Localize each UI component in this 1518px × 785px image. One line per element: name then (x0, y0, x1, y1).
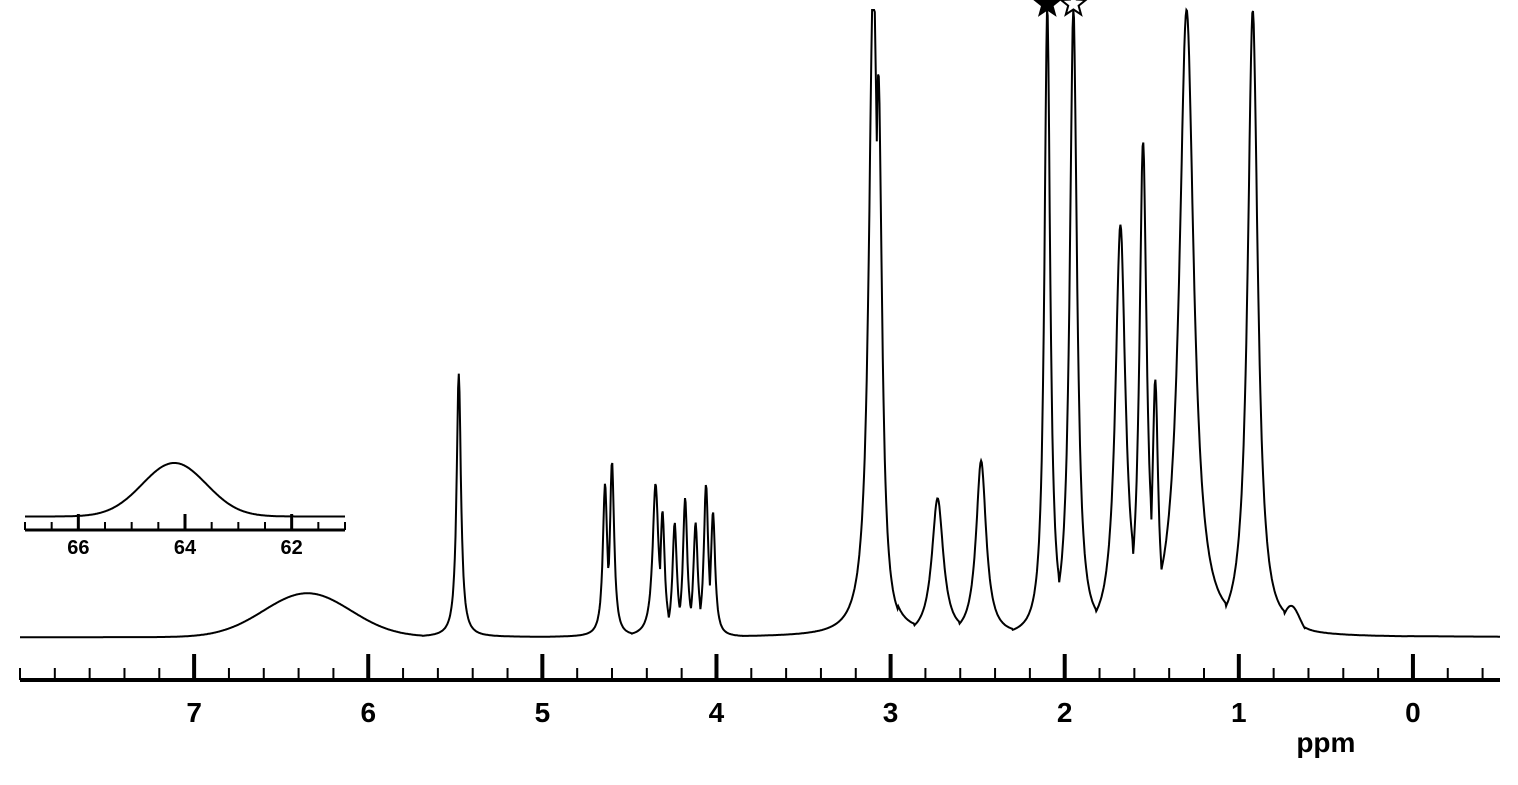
inset-tick-label: 62 (281, 537, 303, 559)
inset-spectrum-trace (25, 463, 345, 517)
nmr-spectrum-figure: 7 6 5 4 3 2 1 0 ppm 66 64 62 (0, 0, 1518, 785)
inset-tick-label: 64 (174, 537, 197, 559)
main-spectrum-trace (20, 10, 1500, 637)
x-axis-label: ppm (1296, 727, 1355, 758)
x-tick-label: 7 (186, 697, 202, 728)
x-tick-label: 1 (1231, 697, 1247, 728)
inset-tick-label: 66 (67, 537, 89, 559)
x-tick-label: 4 (709, 697, 725, 728)
x-tick-label: 2 (1057, 697, 1073, 728)
x-tick-label: 6 (360, 697, 376, 728)
x-tick-label: 3 (883, 697, 899, 728)
x-tick-label: 0 (1405, 697, 1421, 728)
x-tick-label: 5 (535, 697, 551, 728)
spectrum-svg: 7 6 5 4 3 2 1 0 ppm 66 64 62 (0, 0, 1518, 785)
